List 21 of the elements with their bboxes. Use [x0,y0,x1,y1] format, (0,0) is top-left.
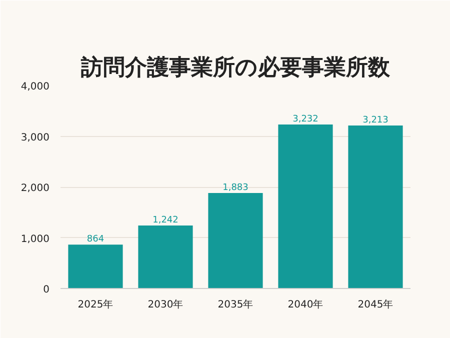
bar [278,124,333,288]
bar [208,192,263,288]
data-label: 1,242 [152,215,178,226]
data-label: 3,232 [292,114,318,124]
x-tick-label: 2025年 [78,298,114,310]
data-label: 864 [86,234,104,245]
x-tick-label: 2030年 [148,298,184,310]
data-label: 3,213 [362,115,388,126]
chart-title: 訪問介護事業所の必要事業所数 [80,54,391,80]
y-tick-label: 3,000 [20,132,50,144]
x-tick-label: 2045年 [358,298,394,310]
bar [348,125,403,288]
data-label: 1,883 [222,182,248,193]
bar [68,244,123,288]
y-tick-label: 4,000 [20,82,50,92]
y-tick-label: 0 [43,284,50,296]
bar [138,225,193,288]
y-tick-label: 1,000 [20,234,50,245]
y-tick-label: 2,000 [20,183,50,194]
x-tick-label: 2035年 [218,298,254,310]
x-tick-label: 2040年 [288,298,324,310]
